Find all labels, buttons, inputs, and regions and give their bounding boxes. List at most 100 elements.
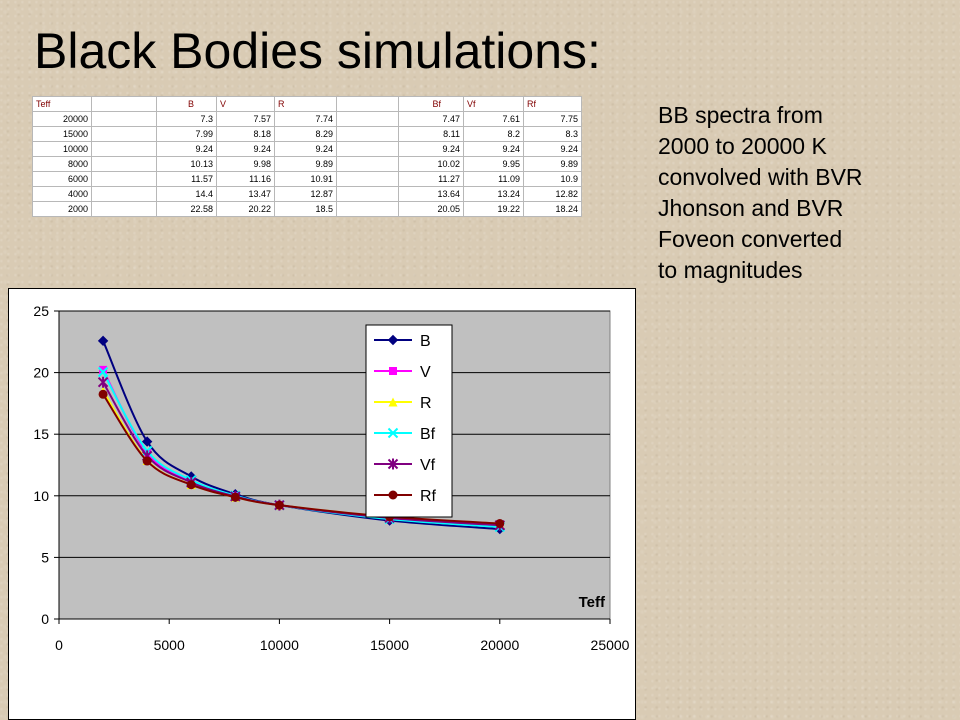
table-cell: 8.3 (523, 126, 582, 142)
table-cell: 2000 (32, 201, 92, 217)
description-line: Foveon converted (658, 226, 843, 252)
table-cell: 9.24 (156, 141, 217, 157)
data-point-rf (142, 456, 152, 466)
table-cell: 9.24 (216, 141, 275, 157)
data-point-v (99, 365, 108, 374)
column-header: R (274, 96, 337, 112)
table-cell: 9.24 (523, 141, 582, 157)
chart-container: 0 5 10 15 20 25 0 5000 10000 15000 20000 25000 Teff B… (8, 288, 636, 720)
table-cell: 9.95 (463, 156, 524, 172)
table-cell: 7.47 (398, 111, 464, 127)
column-header: Vf (463, 96, 524, 112)
table-cell (336, 141, 399, 157)
table-cell: 20.05 (398, 201, 464, 217)
table-cell: 18.24 (523, 201, 582, 217)
table-cell: 7.75 (523, 111, 582, 127)
legend-marker-v (389, 367, 397, 375)
column-header: Bf (398, 96, 464, 112)
data-point-rf (230, 492, 240, 502)
y-tick-label: 5 (41, 549, 49, 565)
y-tick-label: 25 (33, 303, 49, 319)
table-cell: 19.22 (463, 201, 524, 217)
table-cell: 18.5 (274, 201, 337, 217)
table-cell: 7.61 (463, 111, 524, 127)
table-cell: 11.27 (398, 171, 464, 187)
data-point-rf (186, 480, 196, 490)
table-cell (91, 111, 157, 127)
legend (365, 324, 453, 518)
table-cell: 10000 (32, 141, 92, 157)
column-header (91, 96, 157, 112)
description-line: 2000 to 20000 K (658, 133, 827, 159)
table-cell: 9.24 (274, 141, 337, 157)
column-header: B (156, 96, 217, 112)
legend-marker-r (388, 397, 398, 407)
data-point-rf (495, 519, 505, 529)
table-cell (91, 201, 157, 217)
y-tick-label: 15 (33, 426, 49, 442)
table-cell: 7.99 (156, 126, 217, 142)
table-cell: 22.58 (156, 201, 217, 217)
table-cell: 9.89 (523, 156, 582, 172)
table-cell: 10.9 (523, 171, 582, 187)
legend-label: Bf (420, 426, 436, 443)
table-cell: 13.64 (398, 186, 464, 202)
table-cell: 8.2 (463, 126, 524, 142)
data-point-bf (97, 366, 109, 378)
table-row: 10000 9.24 9.24 9.24 9.24 9.24 9.24 (32, 141, 582, 157)
data-point-rf (98, 389, 108, 399)
y-tick-label: 0 (41, 611, 49, 627)
table-cell: 10.91 (274, 171, 337, 187)
table-cell: 7.74 (274, 111, 337, 127)
table-row: 20000 7.3 7.57 7.74 7.47 7.61 7.75 (32, 111, 582, 127)
table-cell: 11.09 (463, 171, 524, 187)
data-point-b (97, 335, 109, 347)
table-row: 6000 11.57 11.16 10.91 11.27 11.09 10.9 (32, 171, 582, 187)
x-tick-label: 0 (55, 637, 63, 653)
x-tick-label: 10000 (260, 637, 299, 653)
description-text: BB spectra from 2000 to 20000 K convolve… (658, 100, 953, 286)
line-chart: 0 5 10 15 20 25 0 5000 10000 15000 20000 25000 Teff B… (33, 303, 629, 653)
legend-label: Rf (420, 488, 437, 505)
data-point-rf (274, 500, 284, 510)
table-cell: 9.98 (216, 156, 275, 172)
table-cell: 10.13 (156, 156, 217, 172)
table-cell: 8.29 (274, 126, 337, 142)
table-cell: 20.22 (216, 201, 275, 217)
table-cell (336, 156, 399, 172)
table-cell: 8.11 (398, 126, 464, 142)
table-cell: 8000 (32, 156, 92, 172)
column-header: V (216, 96, 275, 112)
description-line: Jhonson and BVR (658, 195, 844, 221)
table-cell: 15000 (32, 126, 92, 142)
table-cell: 20000 (32, 111, 92, 127)
description-line: convolved with BVR (658, 164, 863, 190)
table-cell: 12.87 (274, 186, 337, 202)
y-tick-label: 10 (33, 488, 49, 504)
column-header: Rf (523, 96, 582, 112)
y-tick-label: 20 (33, 365, 49, 381)
table-cell (336, 126, 399, 142)
table-cell (91, 171, 157, 187)
table-cell: 7.3 (156, 111, 217, 127)
legend-marker-b (387, 334, 399, 346)
table-row: 2000 22.58 20.22 18.5 20.05 19.22 18.24 (32, 201, 582, 217)
table-cell: 10.02 (398, 156, 464, 172)
legend-marker-vf (387, 458, 399, 470)
description-line: to magnitudes (658, 257, 803, 283)
table-cell (336, 171, 399, 187)
x-tick-label: 20000 (480, 637, 519, 653)
table-cell: 9.24 (398, 141, 464, 157)
table-cell: 13.47 (216, 186, 275, 202)
table-row: 8000 10.13 9.98 9.89 10.02 9.95 9.89 (32, 156, 582, 172)
table-cell: 11.57 (156, 171, 217, 187)
table-cell: 8.18 (216, 126, 275, 142)
table-cell: 13.24 (463, 186, 524, 202)
slide-title: Black Bodies simulations: (34, 23, 601, 79)
table-cell: 7.57 (216, 111, 275, 127)
column-header: Teff (32, 96, 92, 112)
table-cell (336, 186, 399, 202)
table-header-row: Teff B V R Bf Vf Rf (32, 96, 582, 112)
legend-marker-rf (388, 490, 398, 500)
table-cell (336, 201, 399, 217)
